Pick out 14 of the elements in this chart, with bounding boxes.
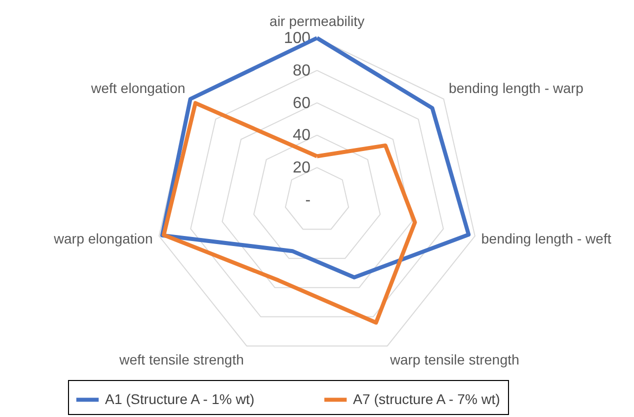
spoke-label: warp tensile strength bbox=[389, 352, 520, 368]
spoke-label: air permeability bbox=[270, 12, 364, 29]
y-tick-label: 40 bbox=[292, 127, 311, 144]
y-tick-label: 80 bbox=[292, 62, 311, 80]
spoke-label: bending length - warp bbox=[448, 80, 584, 96]
spoke-label: weft elongation bbox=[90, 80, 186, 96]
legend-label: A7 (structure A - 7% wt) bbox=[353, 390, 500, 407]
spoke-label: bending length - weft bbox=[481, 230, 612, 247]
spoke-label: warp elongation bbox=[52, 230, 153, 247]
y-tick-label: - bbox=[305, 192, 311, 209]
legend-label: A1 (Structure A - 1% wt) bbox=[105, 390, 254, 407]
y-tick-label: 60 bbox=[292, 94, 311, 112]
y-tick-label: 20 bbox=[292, 160, 311, 177]
spoke-label: weft tensile strength bbox=[118, 352, 244, 368]
